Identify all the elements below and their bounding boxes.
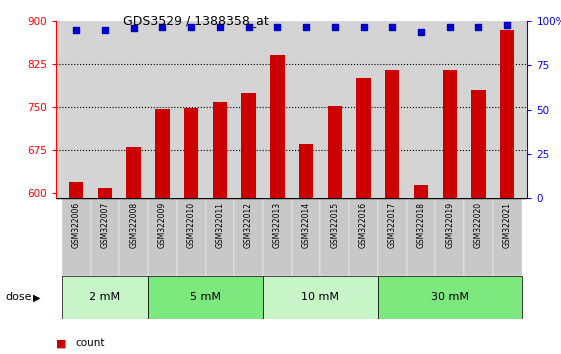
Bar <box>177 198 205 276</box>
Bar <box>148 276 263 319</box>
Text: 5 mM: 5 mM <box>190 292 221 302</box>
Bar <box>69 182 84 198</box>
Bar <box>263 276 378 319</box>
Bar <box>126 147 141 198</box>
Text: 2 mM: 2 mM <box>89 292 121 302</box>
Point <box>359 24 368 29</box>
Bar <box>385 70 399 198</box>
Point <box>302 24 311 29</box>
Bar <box>328 106 342 198</box>
Point <box>330 24 339 29</box>
Point <box>445 24 454 29</box>
Bar <box>98 188 112 198</box>
Text: GSM322016: GSM322016 <box>359 202 368 248</box>
Bar <box>241 93 256 198</box>
Bar <box>62 276 148 319</box>
Bar <box>493 198 522 276</box>
Bar <box>464 198 493 276</box>
Bar <box>378 276 522 319</box>
Point <box>215 24 224 29</box>
Bar <box>407 198 435 276</box>
Text: GSM322007: GSM322007 <box>100 202 109 249</box>
Text: GSM322010: GSM322010 <box>187 202 196 248</box>
Bar <box>349 198 378 276</box>
Bar <box>299 144 313 198</box>
Bar <box>320 198 349 276</box>
Bar <box>234 198 263 276</box>
Text: GSM322015: GSM322015 <box>330 202 339 248</box>
Point <box>158 24 167 29</box>
Point <box>187 24 196 29</box>
Bar <box>471 90 486 198</box>
Bar <box>148 198 177 276</box>
Point <box>503 22 512 28</box>
Bar <box>292 198 320 276</box>
Bar <box>500 30 514 198</box>
Text: GSM322019: GSM322019 <box>445 202 454 248</box>
Point <box>273 24 282 29</box>
Text: ■: ■ <box>56 338 67 348</box>
Text: GSM322011: GSM322011 <box>215 202 224 248</box>
Text: GDS3529 / 1388358_at: GDS3529 / 1388358_at <box>123 14 269 27</box>
Bar <box>155 109 169 198</box>
Bar <box>414 185 428 198</box>
Bar <box>213 102 227 198</box>
Bar <box>119 198 148 276</box>
Text: 30 mM: 30 mM <box>431 292 469 302</box>
Text: GSM322013: GSM322013 <box>273 202 282 248</box>
Text: GSM322012: GSM322012 <box>244 202 253 248</box>
Text: count: count <box>76 338 105 348</box>
Point <box>129 25 138 31</box>
Point <box>244 24 253 29</box>
Bar <box>435 198 464 276</box>
Text: 10 mM: 10 mM <box>301 292 339 302</box>
Point <box>72 27 81 33</box>
Text: GSM322021: GSM322021 <box>503 202 512 248</box>
Text: GSM322020: GSM322020 <box>474 202 483 248</box>
Bar <box>443 70 457 198</box>
Text: GSM322006: GSM322006 <box>72 202 81 249</box>
Point <box>388 24 397 29</box>
Point <box>100 27 109 33</box>
Point <box>416 29 425 35</box>
Text: GSM322008: GSM322008 <box>129 202 138 248</box>
Bar <box>270 56 284 198</box>
Point <box>474 24 483 29</box>
Bar <box>263 198 292 276</box>
Bar <box>62 198 90 276</box>
Text: GSM322018: GSM322018 <box>416 202 426 248</box>
Bar <box>356 78 371 198</box>
Bar <box>90 198 119 276</box>
Bar <box>184 108 199 198</box>
Text: ▶: ▶ <box>33 292 40 302</box>
Text: GSM322009: GSM322009 <box>158 202 167 249</box>
Bar <box>205 198 234 276</box>
Bar <box>378 198 407 276</box>
Text: GSM322014: GSM322014 <box>302 202 311 248</box>
Text: dose: dose <box>6 292 32 302</box>
Text: GSM322017: GSM322017 <box>388 202 397 248</box>
